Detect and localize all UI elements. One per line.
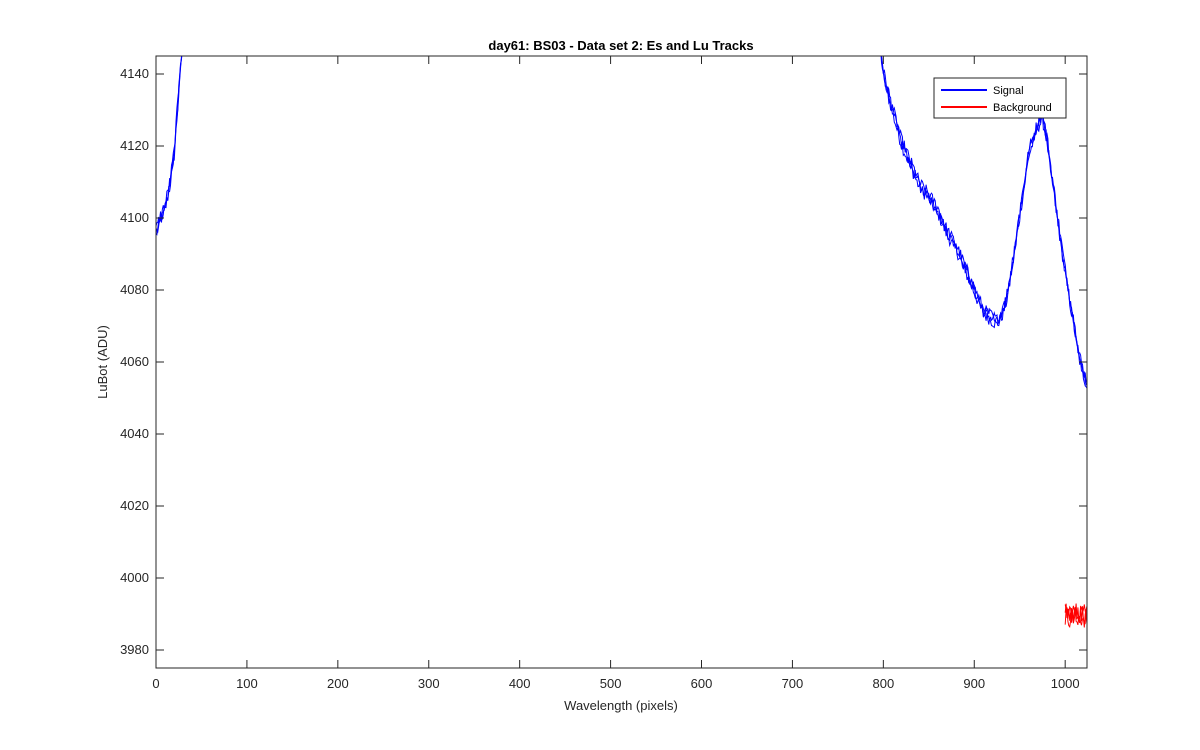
- x-tick-label: 1000: [1051, 676, 1080, 691]
- x-tick-label: 500: [600, 676, 622, 691]
- ticks-layer: 0 100 200 300 400 500 600 700 800 900 1000 3980 4000…: [120, 56, 1087, 691]
- x-tick-label: 100: [236, 676, 258, 691]
- y-tick-label: 4040: [120, 426, 149, 441]
- chart-title: day61: BS03 - Data set 2: Es and Lu Trac…: [488, 38, 753, 53]
- legend: Signal Background: [933, 77, 1067, 119]
- legend-background-label: Background: [993, 102, 1052, 114]
- x-tick-label: 600: [691, 676, 713, 691]
- x-tick-label: 700: [782, 676, 804, 691]
- signal-series-line: [880, 56, 1087, 386]
- x-tick-label: 200: [327, 676, 349, 691]
- axes-box: [155, 55, 1088, 669]
- x-tick-label: 300: [418, 676, 440, 691]
- legend-signal-label: Signal: [993, 85, 1024, 97]
- y-tick-label: 4100: [120, 210, 149, 225]
- background-series-line: [1064, 603, 1087, 626]
- signal-series-line: [156, 56, 182, 227]
- y-tick-label: 4140: [120, 66, 149, 81]
- background-series-line: [1064, 603, 1087, 625]
- plot-area: [156, 56, 1087, 668]
- y-tick-label: 3980: [120, 642, 149, 657]
- y-tick-label: 4020: [120, 498, 149, 513]
- y-axis-label: LuBot (ADU): [95, 325, 110, 399]
- y-tick-label: 4080: [120, 282, 149, 297]
- signal-series-line: [881, 56, 1087, 384]
- x-tick-label: 0: [152, 676, 159, 691]
- x-tick-label: 800: [872, 676, 894, 691]
- y-tick-label: 4000: [120, 570, 149, 585]
- x-tick-label: 900: [963, 676, 985, 691]
- series-layer: [156, 56, 1087, 628]
- x-tick-label: 400: [509, 676, 531, 691]
- x-axis-label: Wavelength (pixels): [564, 698, 678, 713]
- y-tick-label: 4120: [120, 138, 149, 153]
- legend-box: [933, 77, 1067, 119]
- y-tick-label: 4060: [120, 354, 149, 369]
